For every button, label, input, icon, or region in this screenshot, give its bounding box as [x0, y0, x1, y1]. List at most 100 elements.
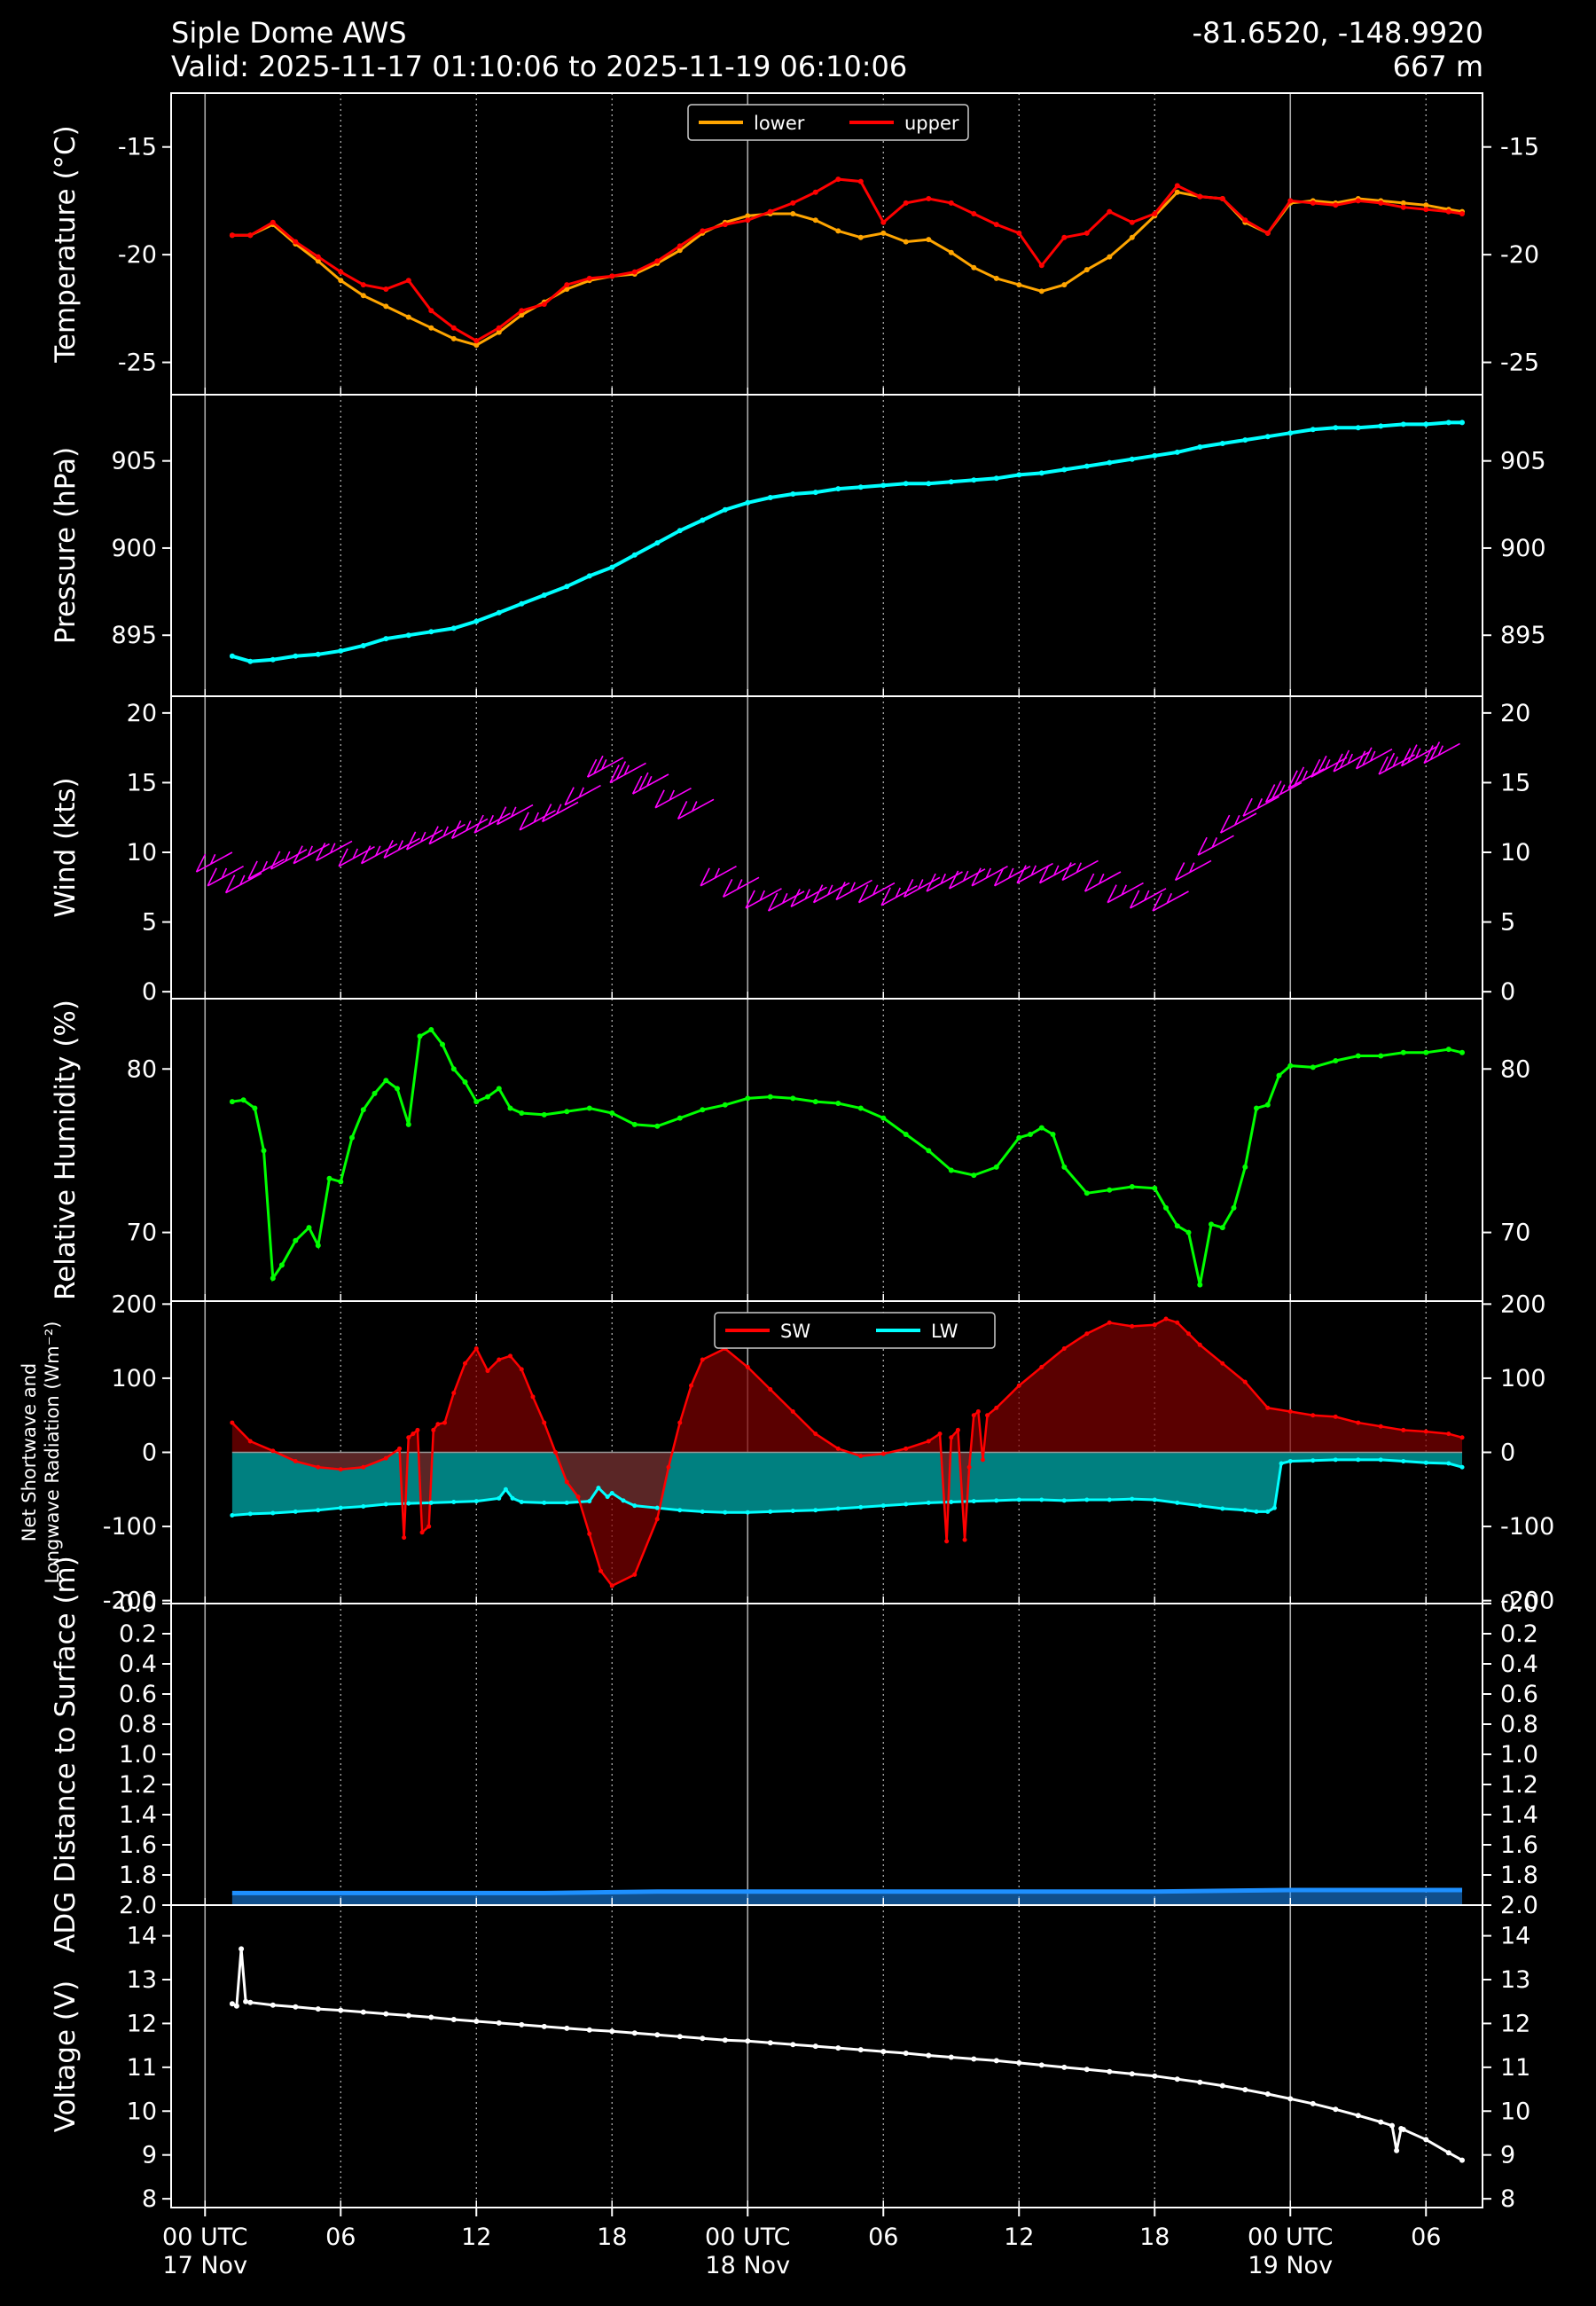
barb-half-feather — [1166, 892, 1173, 904]
y-axis-label: Temperature (°C) — [50, 125, 82, 364]
sw-point — [880, 1451, 886, 1456]
wind-barb — [586, 755, 624, 778]
lower-series-point — [564, 286, 570, 292]
relative_humidity-series-point — [1219, 1225, 1225, 1231]
y-tick-label-right: 0.8 — [1500, 1711, 1538, 1738]
pressure-series-point — [270, 656, 276, 663]
lw-point — [1130, 1496, 1135, 1502]
sw-point — [435, 1422, 441, 1427]
y-axis-label-line: Longwave Radiation (Wm⁻²) — [42, 1322, 63, 1584]
voltage-series-point — [1287, 2096, 1294, 2102]
pressure-series-point — [383, 636, 389, 642]
y-tick-label-right: 12 — [1500, 2010, 1530, 2037]
barb-shaft — [1107, 882, 1144, 904]
sw-point — [508, 1353, 512, 1359]
barb-half-feather — [692, 801, 698, 812]
sw-point — [1310, 1413, 1316, 1418]
barb-feather — [473, 814, 484, 834]
barb-feather — [638, 772, 649, 791]
relative_humidity-series-point — [261, 1148, 267, 1154]
sw-point — [575, 1494, 581, 1500]
voltage-series-point — [564, 2025, 570, 2031]
barb-feather — [224, 875, 236, 893]
lw-point — [1333, 1457, 1338, 1463]
wind-barb — [880, 885, 918, 906]
pressure-series-point — [1310, 427, 1316, 433]
x-tick-label: 00 UTC — [1248, 2224, 1333, 2251]
barb-feather — [926, 873, 936, 892]
voltage-series-point — [239, 1946, 245, 1952]
voltage-series-point — [1333, 2106, 1339, 2113]
relative_humidity-series-point — [1333, 1058, 1339, 1063]
barb-feather — [338, 848, 348, 867]
sw-point — [966, 1464, 972, 1470]
barb-feather — [1129, 890, 1140, 909]
voltage-series-point — [1445, 2150, 1451, 2156]
x-tick-sublabel: 18 Nov — [705, 2252, 790, 2279]
pressure-series-point — [948, 479, 954, 485]
upper-series-point — [1459, 211, 1465, 216]
y-tick-label-left: 10 — [127, 839, 157, 867]
wind-barb — [360, 843, 398, 865]
barb-half-feather — [1189, 862, 1195, 873]
upper-series-point — [586, 275, 592, 281]
lw-point — [1152, 1497, 1157, 1502]
barb-half-feather — [895, 887, 902, 898]
wind-barb — [496, 804, 534, 826]
pressure-series-point — [1423, 421, 1429, 427]
relative_humidity-series-point — [395, 1086, 400, 1092]
sw-point — [1039, 1364, 1044, 1369]
voltage-series-point — [293, 2004, 299, 2010]
upper-series-point — [338, 269, 344, 275]
wind-barb — [700, 866, 737, 887]
lw-point — [971, 1499, 976, 1504]
relative_humidity-series-point — [609, 1110, 615, 1116]
lower-series-point — [315, 258, 321, 264]
lw-point — [293, 1509, 298, 1514]
barb-half-feather — [262, 860, 269, 872]
y-tick-label-left: 12 — [127, 2010, 157, 2037]
lw-point — [497, 1495, 502, 1501]
voltage-series-point — [857, 2047, 864, 2053]
y-tick-label-right: 9 — [1500, 2142, 1515, 2169]
sw-point — [361, 1464, 366, 1470]
lw-point — [1446, 1461, 1451, 1466]
barb-shaft — [609, 762, 646, 784]
relative_humidity-series-point — [1355, 1053, 1361, 1059]
y-tick-label-right: -20 — [1500, 241, 1539, 269]
barb-feather — [593, 755, 604, 774]
barb-half-feather — [375, 845, 381, 857]
wind-barb — [1129, 888, 1167, 909]
lw-point — [1197, 1503, 1202, 1509]
sw-point — [1107, 1320, 1112, 1325]
barb-feather — [745, 890, 755, 909]
upper-series-point — [293, 239, 299, 245]
relative_humidity-series-point — [372, 1090, 378, 1096]
barb-half-feather — [872, 884, 879, 896]
upper-series-point — [1355, 198, 1361, 204]
relative_humidity-series-point — [1028, 1132, 1033, 1137]
barb-shaft — [207, 866, 244, 887]
y-tick-label-right: 10 — [1500, 839, 1530, 867]
upper-series-point — [835, 176, 841, 183]
voltage-series-point — [1355, 2113, 1361, 2119]
relative_humidity-series-point — [1185, 1229, 1192, 1235]
wind-barb — [519, 810, 556, 831]
wind-barb — [1423, 741, 1460, 765]
voltage-series-point — [1061, 2064, 1068, 2070]
lw-point — [542, 1500, 547, 1505]
y-tick-label-right: 8 — [1500, 2185, 1515, 2213]
barb-feather — [247, 860, 258, 880]
y-tick-label-right: 15 — [1500, 769, 1530, 796]
barb-shaft — [632, 773, 669, 795]
wind-barb — [247, 859, 285, 880]
wind-barb — [926, 871, 963, 892]
y-tick-label-right: 10 — [1500, 2098, 1530, 2125]
lower-series-point — [496, 329, 502, 335]
relative_humidity-series-point — [428, 1027, 434, 1032]
sw-point — [745, 1364, 750, 1369]
barb-feather — [1219, 814, 1231, 834]
wind-barb — [315, 840, 353, 862]
pressure-series-line — [231, 420, 1462, 663]
sw-point — [1220, 1361, 1225, 1366]
